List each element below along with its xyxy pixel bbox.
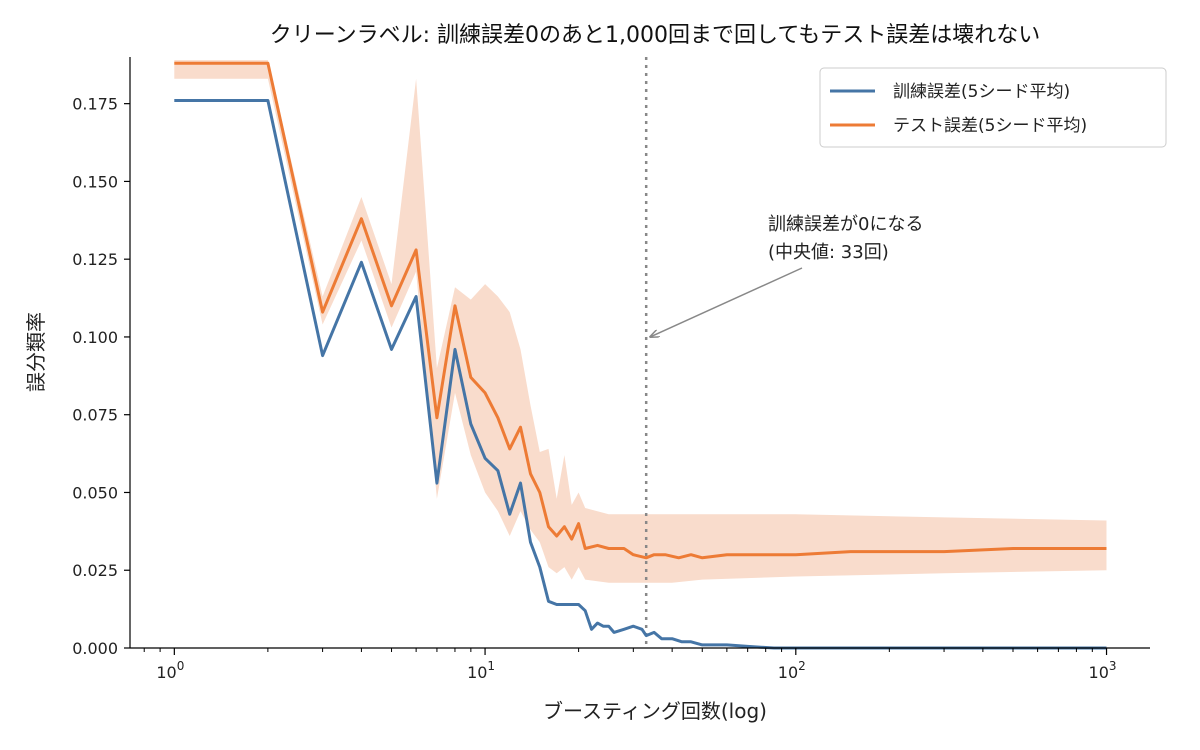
legend-frame — [819, 67, 1167, 148]
legend-label-train: 訓練誤差(5シード平均) — [893, 82, 1070, 102]
x-tick-label: 103 — [1089, 659, 1117, 682]
y-tick-label: 0.125 — [72, 250, 118, 269]
y-tick-label: 0.100 — [72, 328, 118, 347]
axes: 0.000 0.025 0.050 0.075 0.100 0.125 0.150 0.175… — [72, 57, 1150, 682]
x-tick-base: 10 — [1089, 663, 1109, 682]
test-error-line — [174, 61, 1107, 560]
x-tick-exponent: 1 — [487, 659, 495, 673]
x-tick-exponent: 2 — [798, 659, 806, 673]
x-ticks: 100 101 102 103 — [156, 648, 1117, 682]
x-tick-base: 10 — [467, 663, 487, 682]
x-tick-base: 10 — [778, 663, 798, 682]
y-axis-title: 誤分類率 — [24, 312, 48, 392]
plot-area — [174, 57, 1107, 650]
y-tick-label: 0.000 — [72, 639, 118, 658]
annotation-line-1: 訓練誤差が0になる — [768, 214, 923, 235]
legend: 訓練誤差(5シード平均) テスト誤差(5シード平均) — [819, 67, 1167, 148]
x-minor-ticks — [143, 648, 1093, 652]
annotation-line-2: (中央値: 33回) — [768, 242, 889, 263]
test-error-band — [174, 60, 1107, 583]
y-ticks: 0.000 0.025 0.050 0.075 0.100 0.125 0.150 0.175 — [72, 95, 130, 658]
x-tick-exponent: 0 — [177, 659, 185, 673]
y-tick-label: 0.050 — [72, 483, 118, 502]
y-tick-label: 0.025 — [72, 561, 118, 580]
annotation: 訓練誤差が0になる (中央値: 33回) — [650, 214, 923, 337]
x-axis-title: ブースティング回数(log) — [543, 699, 767, 723]
y-tick-label: 0.075 — [72, 406, 118, 425]
y-tick-label: 0.175 — [72, 95, 118, 114]
x-tick-label: 101 — [467, 659, 495, 682]
chart-title: クリーンラベル: 訓練誤差0のあと1,000回まで回してもテスト誤差は壊れない — [270, 23, 1041, 48]
x-tick-exponent: 3 — [1109, 659, 1117, 673]
annotation-arrow — [650, 267, 803, 337]
x-tick-label: 102 — [778, 659, 806, 682]
y-tick-label: 0.150 — [72, 172, 118, 191]
x-tick-base: 10 — [156, 663, 176, 682]
legend-label-test: テスト誤差(5シード平均) — [893, 116, 1087, 136]
x-tick-label: 100 — [156, 659, 184, 682]
train-error-line — [174, 99, 1107, 650]
